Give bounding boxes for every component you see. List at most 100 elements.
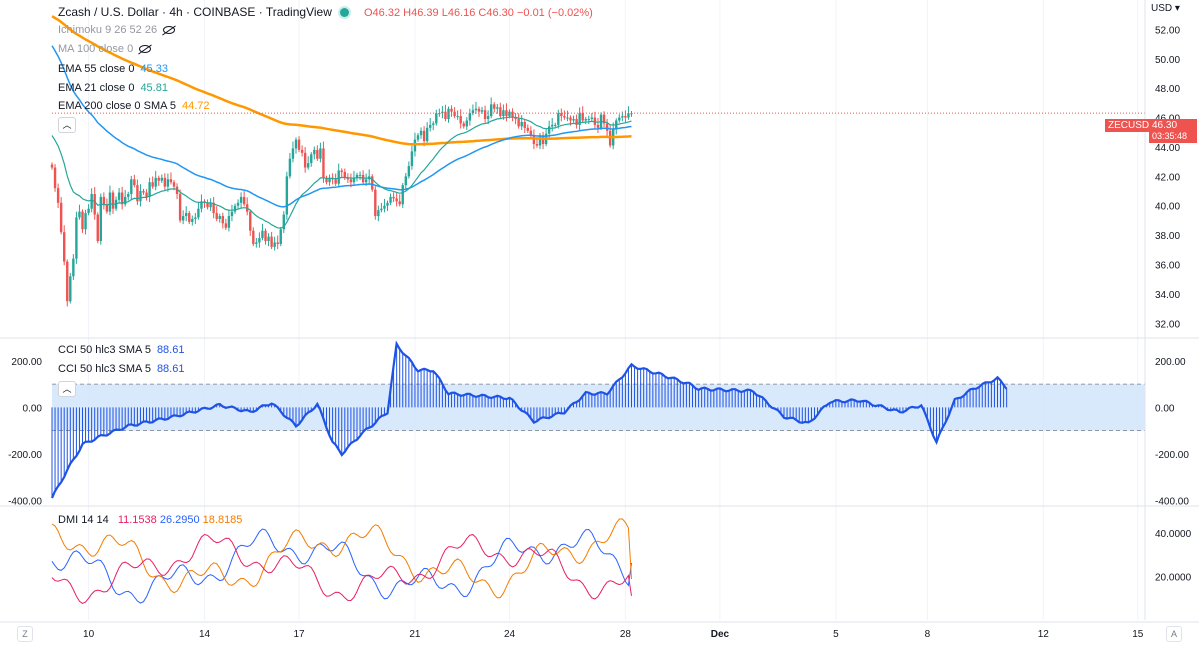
time-tick-label: 5: [833, 629, 839, 640]
candle-body: [185, 213, 188, 217]
candle-body: [87, 208, 90, 214]
candle-body: [163, 177, 167, 187]
candle-body: [178, 193, 182, 221]
candle-body: [535, 144, 539, 146]
candle-body: [313, 149, 316, 155]
candle-body: [200, 201, 203, 209]
candle-body: [566, 117, 569, 119]
candle-body: [602, 114, 606, 124]
collapse-cci-legend-button[interactable]: ︿: [58, 381, 76, 397]
dmi-tick-label: 40.0000: [1155, 529, 1192, 540]
candle-body: [383, 205, 386, 209]
candle-body: [130, 179, 133, 194]
candle-body: [53, 167, 57, 189]
candle-body: [108, 192, 112, 212]
candle-body: [480, 110, 484, 112]
candle-body: [145, 192, 148, 197]
candle-body: [340, 170, 343, 172]
cci-tick-label: 0.00: [1155, 403, 1175, 414]
time-tick-label: 24: [504, 629, 516, 640]
candle-body: [441, 111, 444, 114]
ichimoku-legend[interactable]: Ichimoku 9 26 52 26: [58, 24, 176, 36]
candle-body: [148, 182, 151, 197]
candle-body: [627, 113, 630, 118]
candle-body: [249, 211, 252, 231]
ema21-legend[interactable]: EMA 21 close 0 45.81: [58, 82, 168, 94]
candle-body: [416, 135, 420, 140]
candle-body: [236, 202, 240, 206]
price-tick-label: 48.00: [1155, 84, 1180, 95]
candle-body: [422, 130, 426, 142]
candle-body: [496, 107, 499, 109]
candle-body: [224, 223, 228, 228]
time-tick-label: 17: [293, 629, 305, 640]
cci-left-tick-label: 200.00: [11, 357, 42, 368]
hidden-eye-icon[interactable]: [139, 45, 152, 54]
plus-di-line: [51, 533, 632, 604]
time-tick-label: 8: [925, 629, 931, 640]
dmi-legend[interactable]: DMI 14 14 11.1538 26.2950 18.8185: [58, 514, 243, 526]
time-tick-label: Dec: [711, 629, 730, 640]
candle-body: [459, 116, 462, 124]
cci-left-tick-label: -400.00: [8, 496, 42, 507]
hidden-eye-icon[interactable]: [163, 26, 176, 35]
cci-legend-2[interactable]: CCI 50 hlc3 SMA 5 88.61: [58, 363, 185, 375]
candle-body: [349, 179, 353, 183]
candle-body: [160, 177, 163, 181]
candle-body: [520, 121, 523, 127]
price-tick-label: 50.00: [1155, 55, 1180, 66]
ma100-legend[interactable]: MA 100 close 0: [58, 43, 152, 55]
candle-body: [325, 177, 328, 183]
candle-body: [581, 113, 584, 121]
candle-body: [395, 198, 398, 202]
candle-body: [300, 149, 304, 153]
market-open-indicator: [340, 8, 349, 17]
candle-body: [90, 193, 93, 209]
symbol-title[interactable]: Zcash / U.S. Dollar · 4h · COINBASE · Tr…: [58, 5, 332, 19]
candle-body: [523, 121, 526, 128]
candle-body: [398, 201, 401, 205]
candle-body: [99, 196, 102, 242]
candle-body: [297, 139, 301, 150]
candle-body: [517, 119, 520, 127]
candle-body: [352, 177, 356, 183]
candle-body: [578, 113, 581, 125]
candle-body: [81, 211, 84, 230]
price-tick-label: 36.00: [1155, 261, 1180, 272]
candle-body: [212, 202, 215, 214]
cci-legend-1[interactable]: CCI 50 hlc3 SMA 5 88.61: [58, 344, 185, 356]
candle-body: [154, 177, 157, 187]
zoom-button[interactable]: Z: [17, 626, 33, 642]
candle-body: [621, 116, 624, 118]
candle-body: [303, 152, 307, 168]
candle-body: [511, 111, 514, 118]
candle-body: [105, 204, 109, 212]
candle-body: [102, 196, 106, 205]
candle-body: [450, 108, 453, 112]
candle-body: [529, 130, 533, 136]
candle-body: [307, 163, 310, 168]
candle-body: [563, 116, 566, 118]
candle-body: [355, 174, 359, 178]
auto-scale-button[interactable]: A: [1166, 626, 1182, 642]
currency-menu[interactable]: USD ▾: [1151, 3, 1180, 14]
collapse-legend-button[interactable]: ︿: [58, 117, 76, 133]
candle-body: [124, 196, 127, 205]
symbol-price-tag: ZECUSD: [1105, 119, 1153, 132]
ema55-legend[interactable]: EMA 55 close 0 45.33: [58, 63, 168, 75]
candle-body: [78, 211, 81, 218]
candle-body: [117, 192, 121, 200]
candle-body: [474, 108, 478, 111]
candle-body: [346, 177, 350, 180]
candle-body: [215, 213, 218, 219]
candle-body: [322, 148, 325, 178]
candle-body: [471, 110, 475, 114]
ema200-legend[interactable]: EMA 200 close 0 SMA 5 44.72: [58, 100, 210, 112]
candle-body: [343, 171, 346, 178]
close-value: C46.30: [478, 7, 514, 19]
high-value: H46.39: [403, 7, 439, 19]
candle-body: [136, 185, 139, 202]
candle-body: [486, 116, 490, 120]
candle-body: [483, 110, 487, 120]
